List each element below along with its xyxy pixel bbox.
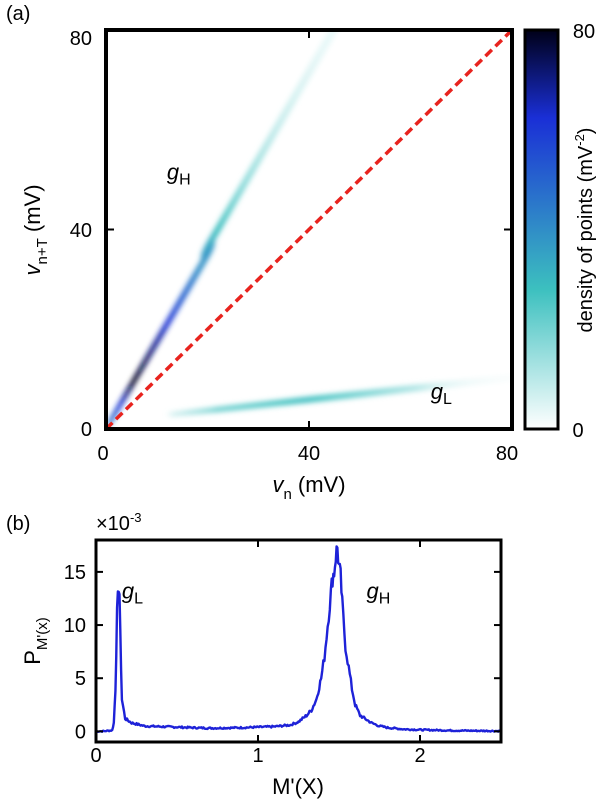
y-tick-label: 5 (75, 668, 86, 690)
y-tick-label: 40 (70, 220, 92, 242)
series-line-pm (96, 545, 501, 734)
panel-a-label: (a) (6, 3, 30, 25)
plot-b-frame (94, 538, 503, 744)
y-axis-main: P (20, 650, 45, 665)
y-tick-label: 15 (64, 562, 86, 584)
annotation-letter: g (367, 578, 380, 603)
colorbar-frame (523, 28, 560, 431)
colorbar-tick-label: 0 (572, 420, 583, 442)
x-axis-subscript: n (283, 486, 291, 503)
panel-b-label: (b) (6, 513, 30, 535)
y-axis-subscript: M'(x) (34, 617, 51, 650)
colorbar-label-sup: -2 (572, 134, 587, 146)
annotation-sub: L (443, 391, 452, 408)
y-scale-main: ×10 (96, 513, 130, 535)
identity-diagonal-line (104, 28, 514, 431)
y-tick-label: 80 (70, 28, 92, 50)
y-tick-label: 0 (75, 721, 86, 743)
y-tick-label: 10 (64, 615, 86, 637)
x-tick-label: 80 (496, 443, 518, 465)
x-axis-unit: (mV) (292, 472, 346, 497)
heatmap-density (106, 30, 512, 428)
colorbar-gradient (525, 30, 558, 429)
annotation-gL: gL (431, 379, 452, 408)
x-tick-label: 40 (298, 443, 320, 465)
colorbar-label: density of points (mV-2) (572, 128, 597, 333)
x-tick-label: 1 (252, 745, 263, 767)
annotation-gH: gH (167, 160, 191, 189)
panel-b: (b) ×10-3 0 1 2 0 5 10 15 M'(X) PM'(x) g… (6, 510, 503, 799)
y-axis-unit: (mV) (20, 184, 45, 238)
x-tick-label: 0 (90, 745, 101, 767)
x-tick-label: 0 (97, 443, 108, 465)
annotation-sub: H (179, 172, 191, 189)
annotation-letter: g (167, 160, 180, 185)
y-scale-multiplier: ×10-3 (96, 510, 142, 535)
x-axis-label: vn (mV) (272, 472, 345, 503)
plot-a-ticks (106, 30, 512, 429)
y-axis-subscript: n+T (34, 238, 51, 264)
y-axis-label: PM'(x) (20, 617, 51, 665)
y-tick-label: 0 (81, 419, 92, 441)
y-scale-sup: -3 (130, 510, 142, 525)
x-tick-label: 2 (414, 745, 425, 767)
x-axis-label: M'(X) (272, 774, 324, 799)
annotation-letter: g (431, 379, 444, 404)
heatmap-cell (198, 241, 216, 269)
annotation-sub: H (379, 590, 391, 607)
annotation-gL: gL (122, 578, 143, 607)
annotation-letter: g (122, 578, 135, 603)
colorbar: 80 0 density of points (mV-2) (523, 21, 597, 442)
annotation-sub: L (134, 590, 143, 607)
plot-b-ticks (95, 540, 501, 742)
y-axis-symbol: v (20, 263, 45, 276)
y-axis-label: vn+T (mV) (20, 184, 51, 275)
colorbar-label-close: ) (575, 128, 597, 135)
colorbar-tick-label: 80 (573, 21, 595, 43)
panel-a: (a) 0 40 80 0 40 80 vn (mV) vn+T (mV) (6, 3, 597, 503)
x-axis-symbol: v (272, 472, 285, 497)
colorbar-label-main: density of points (mV (575, 145, 597, 332)
annotation-gH: gH (367, 578, 391, 607)
